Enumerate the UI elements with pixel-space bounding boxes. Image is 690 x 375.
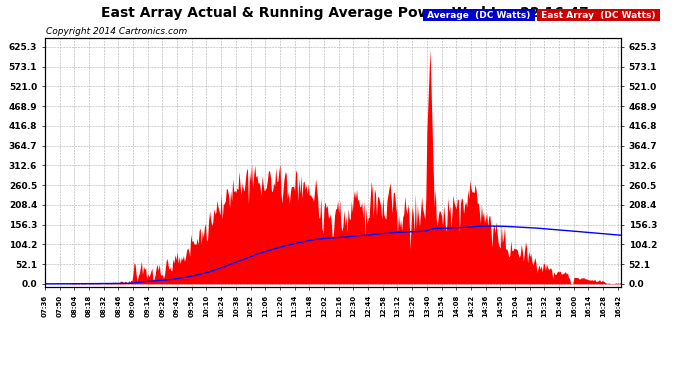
Text: Average  (DC Watts): Average (DC Watts)	[424, 10, 534, 20]
Text: Copyright 2014 Cartronics.com: Copyright 2014 Cartronics.com	[46, 27, 188, 36]
Text: East Array Actual & Running Average Power Wed Jan 22 16:47: East Array Actual & Running Average Powe…	[101, 6, 589, 20]
Text: East Array  (DC Watts): East Array (DC Watts)	[538, 10, 659, 20]
